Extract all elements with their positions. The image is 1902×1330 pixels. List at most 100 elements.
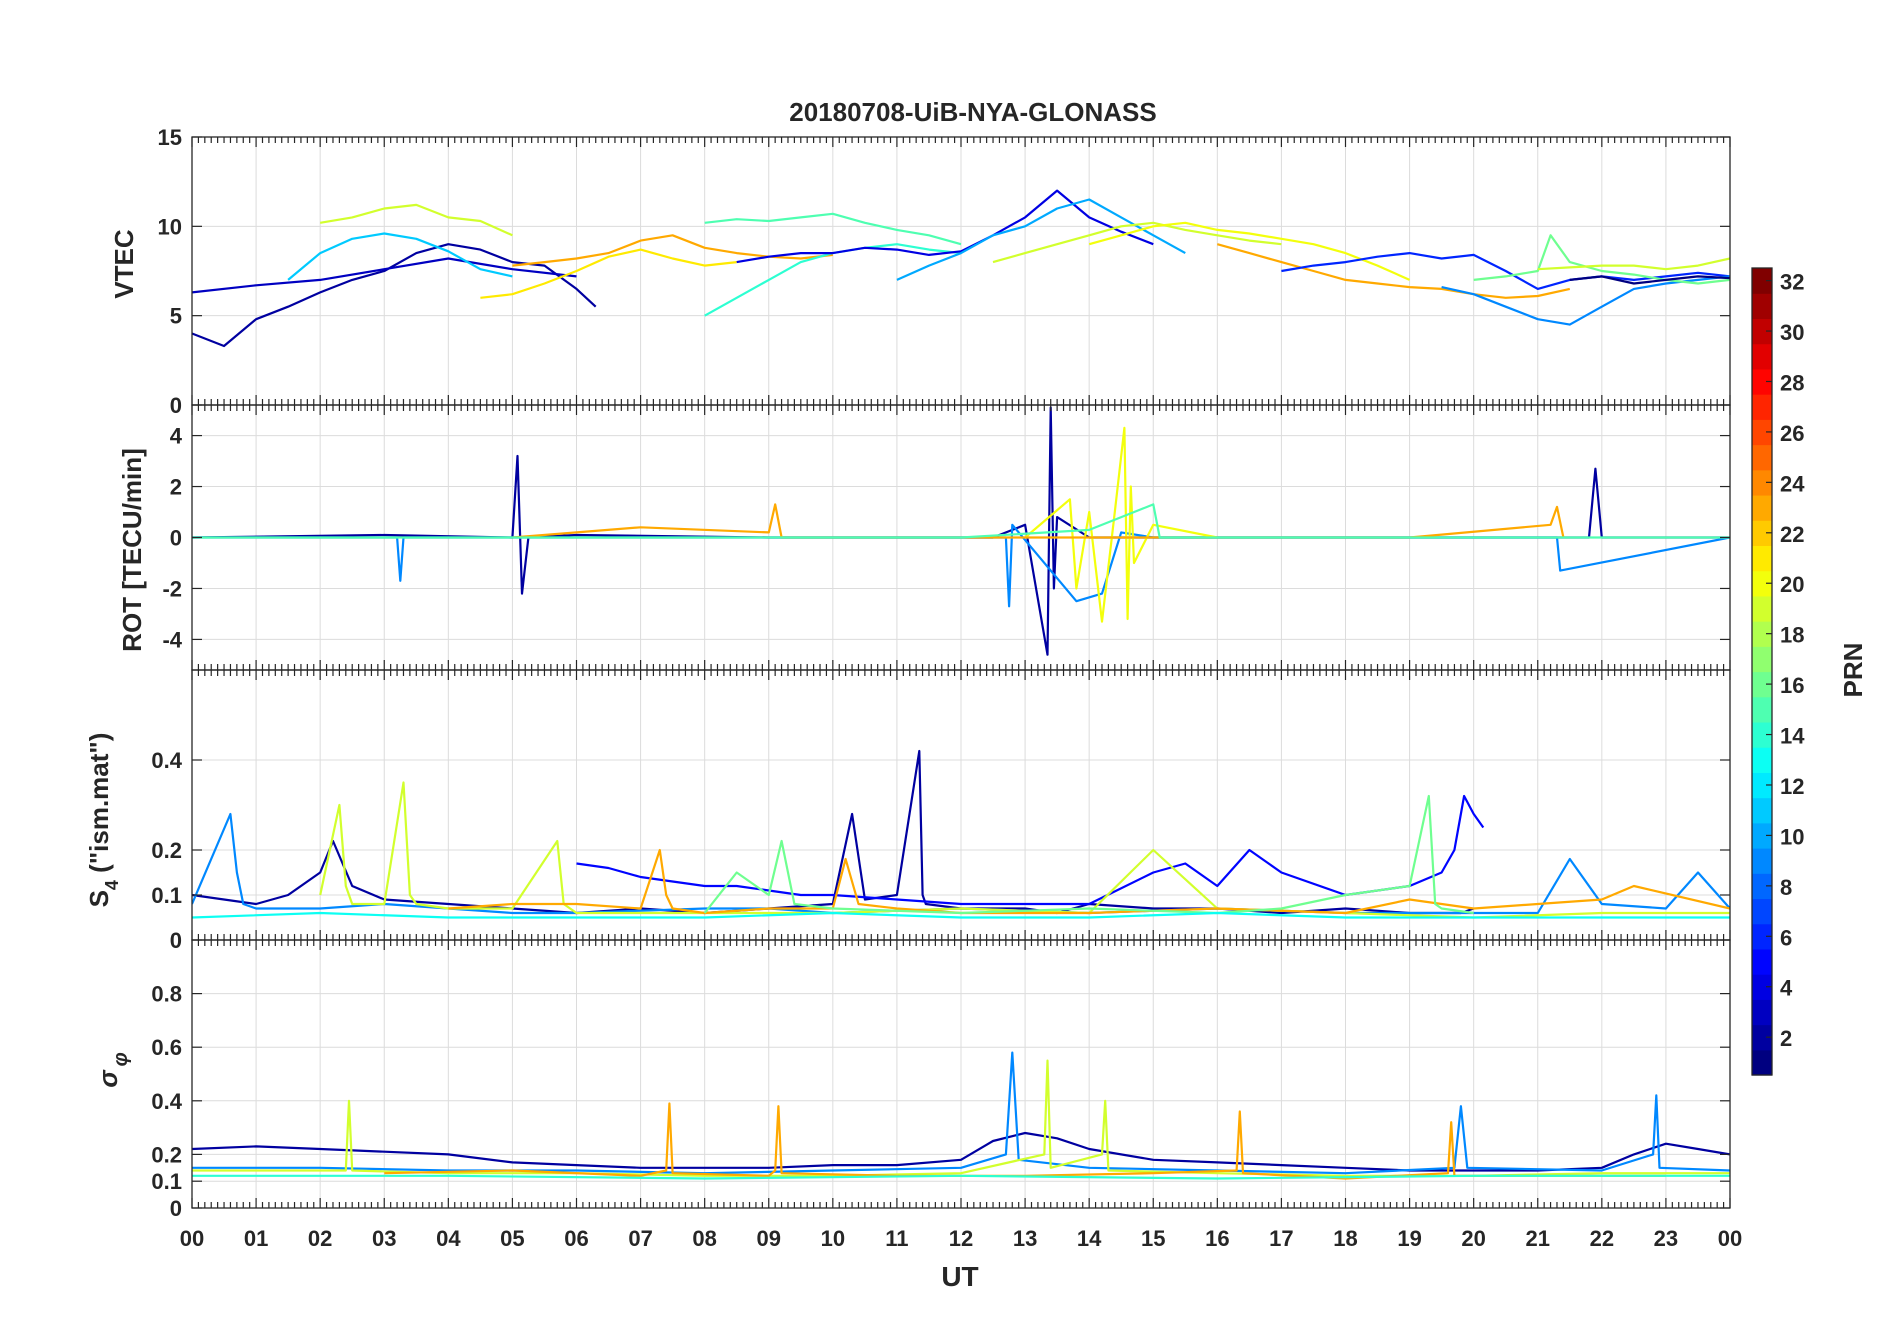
colorbar-tick-label: 26 xyxy=(1780,421,1804,446)
x-tick-label: 15 xyxy=(1141,1226,1165,1251)
series-line-prn-3 xyxy=(192,257,577,294)
colorbar-tick-label: 24 xyxy=(1780,471,1805,496)
series-line-prn-5 xyxy=(576,794,1485,906)
x-axis-label: UT xyxy=(941,1261,978,1292)
y-tick-label: 0.4 xyxy=(151,748,182,773)
colorbar-tick-label: 10 xyxy=(1780,824,1804,849)
series-group xyxy=(192,406,1730,656)
colorbar-tick-label: 4 xyxy=(1780,976,1793,1001)
panel-s4: S4 ("ism.mat") 0 0.1 0.2 0.4 xyxy=(84,669,1731,953)
y-tick-label: 0.4 xyxy=(151,1089,182,1114)
x-tick-label: 21 xyxy=(1526,1226,1550,1251)
colorbar-tick-label: 12 xyxy=(1780,774,1804,799)
colorbar-band-prn-13 xyxy=(1752,747,1772,773)
colorbar-band-prn-19 xyxy=(1752,595,1772,622)
y-axis-label-vtec: VTEC xyxy=(109,229,139,299)
colorbar-band-prn-8 xyxy=(1752,873,1772,900)
panel-rot: ROT [TECU/min] -4 -2 0 2 4 xyxy=(117,404,1731,671)
x-tick-label: 03 xyxy=(372,1226,396,1251)
colorbar-band-prn-12 xyxy=(1752,772,1772,799)
y-tick-label: 4 xyxy=(170,424,183,449)
y-tick-label: 0 xyxy=(170,1196,182,1221)
series-line-prn-9 xyxy=(192,1051,1730,1175)
x-tick-label: 18 xyxy=(1333,1226,1357,1251)
colorbar-band-prn-2 xyxy=(1752,1024,1772,1051)
colorbar-band-prn-30 xyxy=(1752,318,1772,345)
series-line-prn-15 xyxy=(704,212,962,246)
colorbar-tick-label: 22 xyxy=(1780,522,1804,547)
series-line-prn-2 xyxy=(192,749,1475,915)
colorbar-tick-label: 20 xyxy=(1780,572,1804,597)
series-line-prn-19 xyxy=(992,221,1282,264)
y-tick-label: 15 xyxy=(158,125,182,150)
x-tick-label: 20 xyxy=(1461,1226,1485,1251)
colorbar-band-prn-14 xyxy=(1752,721,1772,748)
series-group xyxy=(192,189,1730,348)
x-tick-label: 11 xyxy=(885,1226,908,1251)
series-line-prn-13 xyxy=(192,911,1730,919)
y-axis-label-sigma-sub: φ xyxy=(110,1052,132,1066)
series-line-prn-19 xyxy=(192,1059,1730,1177)
colorbar-tick-label: 14 xyxy=(1780,724,1805,749)
x-tick-label: 08 xyxy=(692,1226,716,1251)
series-line-prn-9 xyxy=(1441,275,1730,326)
y-tick-label: 0 xyxy=(170,928,182,953)
series-line-prn-20 xyxy=(1088,221,1411,281)
y-axis-label-s4-rest: ("ism.mat") xyxy=(84,733,114,880)
x-tick-label: 02 xyxy=(308,1226,332,1251)
x-tick-label: 07 xyxy=(628,1226,652,1251)
series-line-prn-19 xyxy=(1537,257,1730,271)
series-line-prn-19 xyxy=(320,203,513,237)
colorbar-frame xyxy=(1751,267,1773,1076)
colorbar-tick-label: 2 xyxy=(1780,1026,1792,1051)
colorbar-band-prn-9 xyxy=(1752,848,1772,874)
y-tick-label: 0.2 xyxy=(151,1142,182,1167)
y-axis-label-s4-main: S xyxy=(84,890,114,907)
colorbar-band-prn-10 xyxy=(1752,822,1772,849)
colorbar-band-prn-4 xyxy=(1752,974,1772,1000)
y-axis-label-rot: ROT [TECU/min] xyxy=(117,448,147,652)
y-tick-label: -2 xyxy=(162,576,182,601)
y-tick-label: 0 xyxy=(170,393,182,418)
colorbar-band-prn-20 xyxy=(1752,570,1772,597)
x-tick-label: 19 xyxy=(1397,1226,1421,1251)
colorbar-band-prn-28 xyxy=(1752,368,1772,395)
y-tick-label: 0 xyxy=(170,526,182,551)
colorbar-tick-label: 6 xyxy=(1780,925,1792,950)
colorbar-band-prn-1 xyxy=(1752,1049,1772,1076)
x-tick-label: 12 xyxy=(949,1226,973,1251)
y-axis-label-s4: S4 ("ism.mat") xyxy=(84,733,122,908)
x-tick-label: 17 xyxy=(1269,1226,1293,1251)
x-tick-label: 23 xyxy=(1654,1226,1678,1251)
y-axis-label-sigma-main: σ xyxy=(93,1069,123,1088)
x-tick-label: 05 xyxy=(500,1226,524,1251)
series-line-prn-21 xyxy=(480,248,737,299)
colorbar-band-prn-11 xyxy=(1752,797,1772,824)
y-tick-label: 0.1 xyxy=(151,1169,182,1194)
colorbar-tick-label: 8 xyxy=(1780,875,1792,900)
colorbar-label: PRN xyxy=(1838,643,1868,698)
colorbar-band-prn-23 xyxy=(1752,494,1772,521)
series-group xyxy=(192,749,1730,919)
colorbar-band-prn-3 xyxy=(1752,999,1772,1026)
colorbar-band-prn-24 xyxy=(1752,469,1772,496)
x-axis: 00 01 02 03 04 05 06 07 08 09 10 11 12 13 14 15 16 17 18 19… xyxy=(180,1226,1742,1251)
x-tick-label: 14 xyxy=(1077,1226,1102,1251)
x-tick-label: 22 xyxy=(1590,1226,1614,1251)
series-line-prn-23 xyxy=(512,234,833,267)
colorbar-band-prn-26 xyxy=(1752,419,1772,446)
series-group xyxy=(192,1051,1730,1180)
y-tick-label: 0.1 xyxy=(151,883,182,908)
y-tick-label: 10 xyxy=(158,214,182,239)
series-line-prn-23 xyxy=(448,848,1730,915)
panel-sigma-phi: σφ 00.10.2 0.4 0.6 0.8 xyxy=(93,939,1731,1221)
colorbar-tick-label: 16 xyxy=(1780,673,1804,698)
y-tick-label: 0.6 xyxy=(151,1035,182,1060)
colorbar-band-prn-5 xyxy=(1752,948,1772,975)
y-axis-label-sigma-phi: σφ xyxy=(93,1052,132,1087)
x-tick-label: 16 xyxy=(1205,1226,1229,1251)
colorbar-tick-label: 32 xyxy=(1780,270,1804,295)
colorbar-band-prn-6 xyxy=(1752,923,1772,950)
